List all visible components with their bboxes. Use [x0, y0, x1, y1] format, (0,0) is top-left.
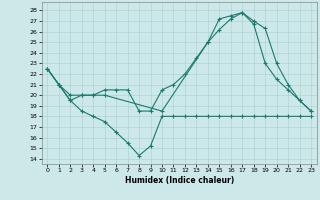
- X-axis label: Humidex (Indice chaleur): Humidex (Indice chaleur): [124, 176, 234, 185]
